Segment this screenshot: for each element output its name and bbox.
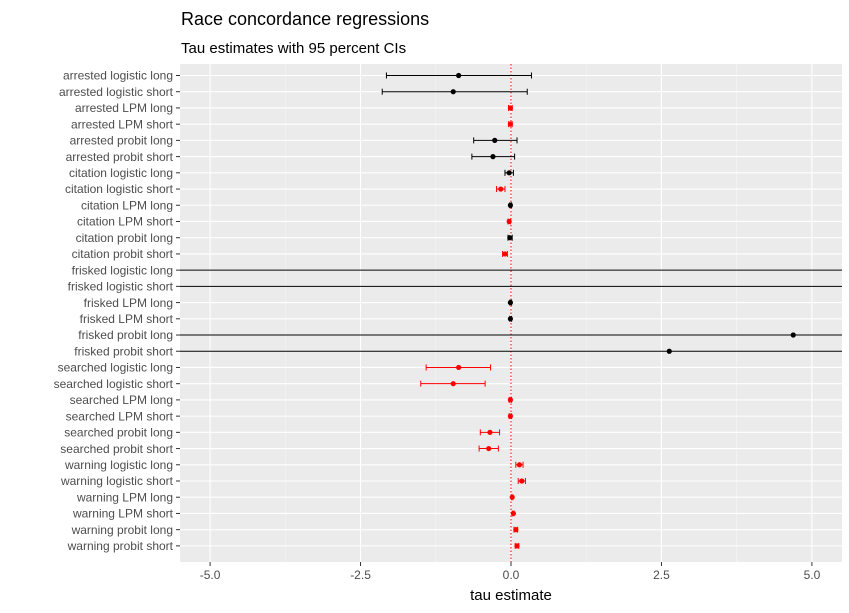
x-axis-title: tau estimate: [470, 587, 552, 604]
x-tick-label: 0.0: [503, 568, 520, 582]
y-tick-label: warning LPM long: [76, 490, 173, 504]
estimate-point: [506, 170, 512, 176]
y-tick-label: frisked logistic short: [68, 280, 174, 294]
estimate-point: [510, 510, 517, 517]
y-tick-label: arrested LPM long: [75, 101, 173, 115]
y-axis-labels: arrested logistic long arrested logistic …: [54, 69, 180, 553]
estimate-point: [506, 218, 512, 225]
y-tick-label: citation LPM short: [77, 215, 174, 229]
y-tick-label: searched LPM long: [70, 393, 173, 407]
estimate-point: [507, 235, 513, 241]
y-tick-label: searched probit short: [60, 442, 173, 456]
estimate-point: [507, 316, 513, 322]
y-tick-label: citation probit short: [72, 247, 174, 261]
estimate-point: [507, 105, 513, 111]
y-tick-label: searched LPM short: [66, 409, 174, 423]
y-tick-label: frisked probit short: [74, 344, 173, 358]
chart-subtitle: Tau estimates with 95 percent CIs: [181, 40, 406, 57]
estimate-point: [487, 429, 493, 435]
y-tick-label: arrested LPM short: [71, 117, 174, 131]
x-axis-ticks: -5.0 -2.5 0.0 2.5 5.0: [200, 562, 821, 582]
y-tick-label: warning logistic short: [60, 474, 174, 488]
y-tick-label: frisked LPM short: [80, 312, 174, 326]
y-tick-label: searched logistic short: [54, 377, 174, 391]
x-tick-label: 2.5: [653, 568, 670, 582]
estimate-point: [507, 299, 513, 306]
estimate-point: [507, 121, 513, 127]
estimate-point: [498, 186, 504, 192]
y-tick-label: searched logistic long: [58, 361, 173, 375]
estimate-point: [507, 413, 513, 419]
x-tick-label: 5.0: [804, 568, 821, 582]
estimate-point: [666, 348, 672, 354]
estimate-point: [450, 89, 456, 95]
y-tick-label: citation LPM long: [81, 198, 173, 212]
y-tick-label: citation logistic short: [65, 182, 174, 196]
y-tick-label: arrested logistic short: [59, 85, 174, 99]
estimate-point: [456, 72, 462, 79]
chart-title: Race concordance regressions: [181, 9, 429, 29]
estimate-point: [502, 251, 508, 257]
y-tick-label: frisked LPM long: [84, 296, 173, 310]
estimate-point: [486, 445, 492, 452]
data-marks: [180, 72, 842, 549]
y-tick-label: warning LPM short: [72, 507, 174, 521]
y-tick-label: arrested probit short: [66, 150, 174, 164]
estimate-point: [507, 397, 513, 403]
x-tick-label: -5.0: [200, 568, 221, 582]
y-tick-label: citation logistic long: [69, 166, 173, 180]
y-tick-label: searched probit long: [64, 426, 173, 440]
y-tick-label: frisked probit long: [78, 328, 173, 342]
y-tick-label: warning probit short: [67, 539, 174, 553]
estimate-point: [507, 202, 513, 208]
y-tick-label: arrested logistic long: [63, 69, 173, 83]
estimate-point: [492, 137, 498, 143]
estimate-point: [513, 527, 519, 533]
estimate-point: [516, 462, 523, 468]
estimate-point: [519, 478, 525, 484]
estimate-point: [456, 364, 462, 371]
y-tick-label: warning logistic long: [64, 458, 173, 472]
estimate-point: [490, 154, 496, 160]
y-tick-label: warning probit long: [71, 523, 173, 537]
estimate-point: [790, 332, 796, 338]
estimate-point: [509, 494, 515, 500]
x-tick-label: -2.5: [350, 568, 371, 582]
y-tick-label: frisked logistic long: [72, 263, 173, 277]
estimate-point: [450, 381, 456, 387]
minor-grid: [285, 64, 737, 562]
y-tick-label: arrested probit long: [70, 134, 173, 148]
estimate-point: [514, 543, 520, 549]
y-tick-label: citation probit long: [76, 231, 173, 245]
